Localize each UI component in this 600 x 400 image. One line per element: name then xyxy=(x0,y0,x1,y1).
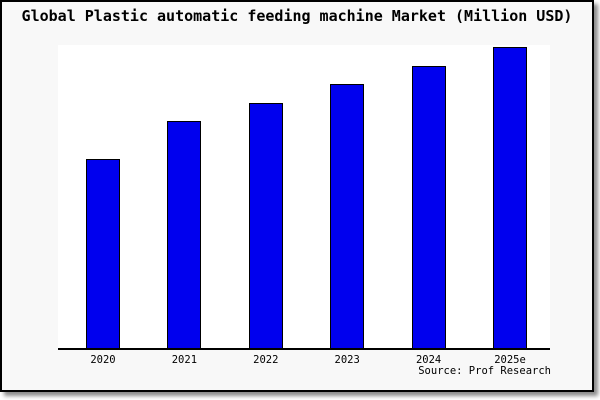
chart-title: Global Plastic automatic feeding machine… xyxy=(21,7,573,25)
source-credit: Source: Prof Research xyxy=(418,365,551,377)
x-tick-label-2020: 2020 xyxy=(90,354,116,366)
bar-2025e xyxy=(493,47,527,348)
bar-2024 xyxy=(411,66,446,348)
plot-area xyxy=(58,45,550,350)
bar-2021 xyxy=(167,121,202,348)
x-tick-label-2024: 2024 xyxy=(415,354,442,366)
x-tick-label-2021: 2021 xyxy=(171,354,198,366)
x-tick-label-2022: 2022 xyxy=(253,354,279,366)
bar-2023 xyxy=(330,84,365,348)
chart-frame: Global Plastic automatic feeding machine… xyxy=(0,0,594,392)
x-tick-label-2023: 2023 xyxy=(334,354,360,366)
x-axis-labels: 2020 2021 2022 2023 2024 2025e xyxy=(58,354,550,370)
x-tick-label-2025e: 2025e xyxy=(494,354,526,366)
bar-2022 xyxy=(248,103,283,348)
bar-2020 xyxy=(86,159,120,348)
